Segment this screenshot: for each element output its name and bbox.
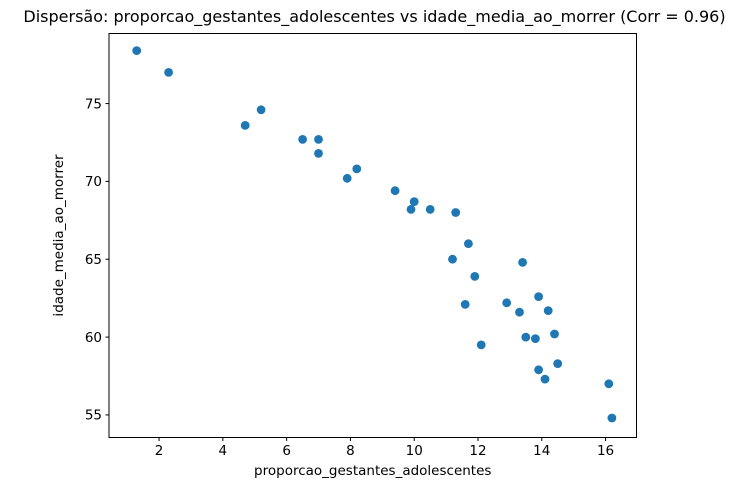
data-point — [342, 173, 352, 183]
y-tick-label: 60 — [85, 330, 102, 346]
x-tick-label: 6 — [282, 443, 291, 459]
data-point — [604, 379, 614, 389]
data-point — [553, 359, 563, 368]
data-point — [451, 208, 461, 217]
x-tick-label: 10 — [406, 443, 423, 459]
data-point — [518, 258, 527, 267]
data-point — [314, 135, 323, 144]
x-tick-label: 4 — [219, 443, 228, 459]
y-tick-label: 55 — [85, 408, 102, 424]
y-tick-label: 70 — [85, 174, 102, 190]
data-points — [132, 46, 617, 423]
y-axis-label: idade_media_ao_morrer — [51, 154, 67, 317]
data-point — [164, 68, 174, 77]
data-point — [476, 340, 486, 350]
y-axis-ticks: 55 60 65 70 75 — [85, 96, 109, 424]
data-point — [534, 365, 543, 375]
data-point — [352, 164, 362, 174]
x-tick-label: 16 — [597, 443, 614, 459]
data-point — [409, 197, 419, 207]
data-point — [406, 205, 416, 214]
data-point — [543, 306, 553, 315]
chart-title: Dispersão: proporcao_gestantes_adolescen… — [23, 7, 725, 27]
data-point — [256, 105, 266, 115]
x-tick-label: 14 — [533, 443, 550, 459]
x-tick-label: 8 — [346, 443, 355, 459]
plot-frame — [108, 33, 637, 438]
x-tick-label: 12 — [469, 443, 486, 459]
data-point — [464, 239, 473, 249]
data-point — [470, 272, 480, 281]
x-axis-ticks: 2 4 6 8 10 12 14 16 — [155, 437, 614, 459]
y-tick-label: 75 — [85, 96, 102, 112]
data-point — [314, 149, 323, 158]
data-point — [425, 205, 435, 214]
y-tick-label: 65 — [85, 252, 102, 268]
data-point — [531, 334, 540, 343]
data-point — [515, 307, 524, 317]
data-point — [521, 332, 531, 342]
data-point — [460, 300, 470, 309]
data-point — [390, 186, 400, 196]
data-point — [607, 413, 617, 423]
data-point — [240, 121, 250, 130]
data-point — [132, 46, 142, 55]
data-point — [298, 135, 307, 144]
data-point — [448, 254, 457, 264]
data-point — [502, 298, 512, 308]
x-axis-label: proporcao_gestantes_adolescentes — [254, 463, 491, 479]
data-point — [540, 374, 550, 384]
x-tick-label: 2 — [155, 443, 164, 459]
data-point — [550, 329, 559, 339]
data-point — [534, 292, 543, 301]
